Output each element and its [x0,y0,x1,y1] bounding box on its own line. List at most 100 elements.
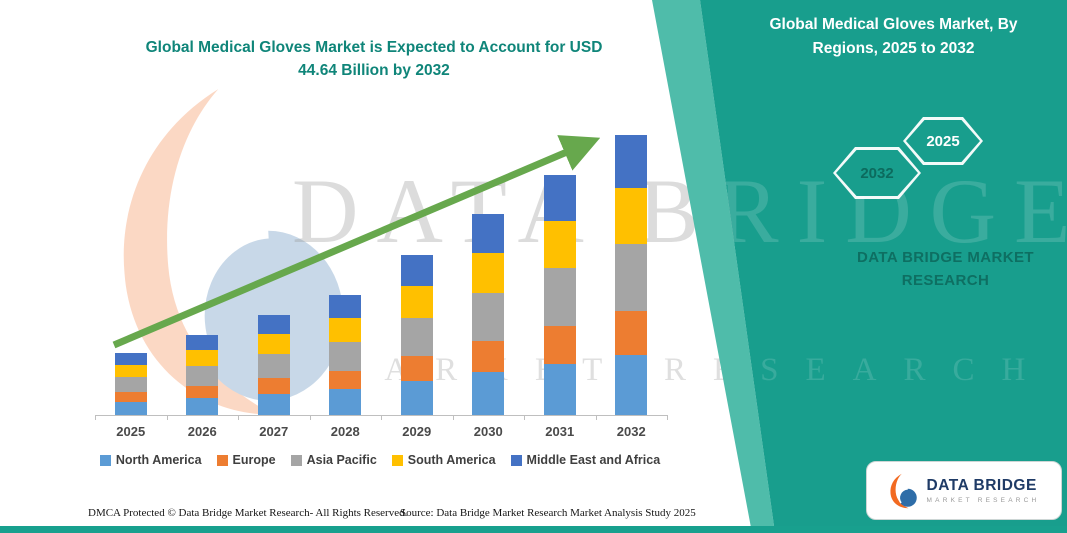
chart-title-line2: 44.64 Billion by 2032 [298,62,450,80]
segment-asia-pacific-2025 [114,377,147,393]
segment-middle-east-and-africa-2032 [615,135,648,189]
stacked-bar-2026 [186,334,219,415]
footer-source-text: Source: Data Bridge Market Research Mark… [400,507,696,519]
x-axis-label-2026: 2026 [187,424,217,439]
x-axis-label-2025: 2025 [116,424,146,439]
bar-cell-2030 [453,130,525,415]
stacked-bar-chart [95,130,667,415]
panel-brand-line1: DATA BRIDGE MARKET [857,249,1034,266]
bar-cell-2032 [596,130,668,415]
bar-cell-2028 [310,130,382,415]
legend-item-middle-east-and-africa: Middle East and Africa [510,453,661,467]
brand-subtitle: MARKET RESEARCH [926,497,1040,504]
panel-brand-line2: RESEARCH [901,272,990,290]
segment-north-america-2032 [615,354,648,415]
x-axis-tick [667,415,668,420]
legend-item-asia-pacific: Asia Pacific [290,453,377,467]
segment-europe-2029 [400,356,433,382]
segment-middle-east-and-africa-2029 [400,255,433,286]
panel-title: Global Medical Gloves Market, By Regions… [769,16,1018,58]
legend-label-middle-east-and-africa: Middle East and Africa [526,453,661,467]
segment-asia-pacific-2027 [257,353,290,379]
stacked-bar-2031 [543,174,576,415]
hexagon-2032: 2032 [833,147,921,199]
legend-swatch-north-america [99,454,111,466]
segment-middle-east-and-africa-2031 [543,174,576,221]
x-axis-tick [452,415,454,420]
stacked-bar-2025 [114,353,147,415]
chart-title: Global Medical Gloves Market is Expected… [98,36,650,83]
segment-south-america-2029 [400,285,433,318]
legend-swatch-asia-pacific [290,454,302,466]
x-axis-tick [166,415,168,420]
legend-swatch-south-america [391,454,403,466]
segment-south-america-2025 [114,364,147,378]
legend-item-north-america: North America [99,453,202,467]
bar-cell-2031 [524,130,596,415]
x-axis-tick [95,415,96,420]
legend-label-europe: Europe [232,453,276,467]
segment-north-america-2029 [400,381,433,415]
x-axis-tick [238,415,239,420]
bottom-accent-bar [0,526,1067,533]
data-bridge-b-icon [889,473,917,508]
segment-asia-pacific-2032 [615,244,648,311]
segment-europe-2030 [472,340,505,373]
x-axis-label-2028: 2028 [330,424,360,439]
x-axis-tick [381,415,382,420]
bar-cell-2026 [167,130,239,415]
segment-north-america-2031 [543,363,576,415]
segment-asia-pacific-2030 [472,292,505,341]
x-axis-tick [309,415,311,420]
hexagon-2025-label: 2025 [906,120,980,162]
segment-north-america-2030 [472,372,505,415]
legend-label-south-america: South America [407,453,496,467]
segment-asia-pacific-2028 [329,341,362,371]
segment-asia-pacific-2026 [186,366,219,386]
segment-middle-east-and-africa-2030 [472,214,505,253]
legend-swatch-middle-east-and-africa [510,454,522,466]
segment-middle-east-and-africa-2027 [257,314,290,334]
segment-middle-east-and-africa-2026 [186,334,219,351]
stacked-bar-2027 [257,314,290,415]
segment-europe-2031 [543,326,576,364]
segment-europe-2028 [329,370,362,390]
x-axis-label-2030: 2030 [473,424,503,439]
segment-south-america-2026 [186,350,219,367]
bar-cell-2029 [381,130,453,415]
bar-cell-2025 [95,130,167,415]
x-axis-label-2029: 2029 [402,424,432,439]
legend-item-europe: Europe [216,453,276,467]
brand-name: DATA BRIDGE [926,477,1037,494]
stacked-bar-2028 [329,294,362,415]
watermark-text-line2-on-panel: MARKET RESEARCH [328,352,1053,388]
stacked-bar-2029 [400,255,433,415]
segment-north-america-2027 [257,393,290,415]
x-axis-tick [524,415,525,420]
x-axis-label-2032: 2032 [616,424,646,439]
segment-europe-2025 [114,392,147,402]
panel-brand-text: DATA BRIDGE MARKET RESEARCH [843,246,1048,293]
legend-label-asia-pacific: Asia Pacific [306,453,377,467]
chart-legend: North America Europe Asia Pacific South Ame… [70,453,690,467]
stacked-bar-2032 [615,135,648,415]
x-axis-labels: 2025 2026 2027 2028 2029 2030 2031 2032 [95,424,667,439]
segment-north-america-2025 [114,401,147,415]
segment-asia-pacific-2031 [543,268,576,327]
segment-europe-2026 [186,385,219,399]
segment-middle-east-and-africa-2025 [114,353,147,365]
segment-south-america-2028 [329,317,362,342]
stacked-bar-2030 [472,214,505,415]
segment-middle-east-and-africa-2028 [329,294,362,318]
legend-item-south-america: South America [391,453,496,467]
segment-south-america-2027 [257,333,290,354]
segment-south-america-2031 [543,220,576,269]
legend-label-north-america: North America [115,453,202,467]
brand-logo-text: DATA BRIDGE MARKET RESEARCH [927,477,1040,504]
segment-asia-pacific-2029 [400,317,433,357]
segment-europe-2027 [257,378,290,394]
segment-north-america-2026 [186,398,219,415]
segment-europe-2032 [615,310,648,355]
segment-south-america-2032 [615,188,648,245]
